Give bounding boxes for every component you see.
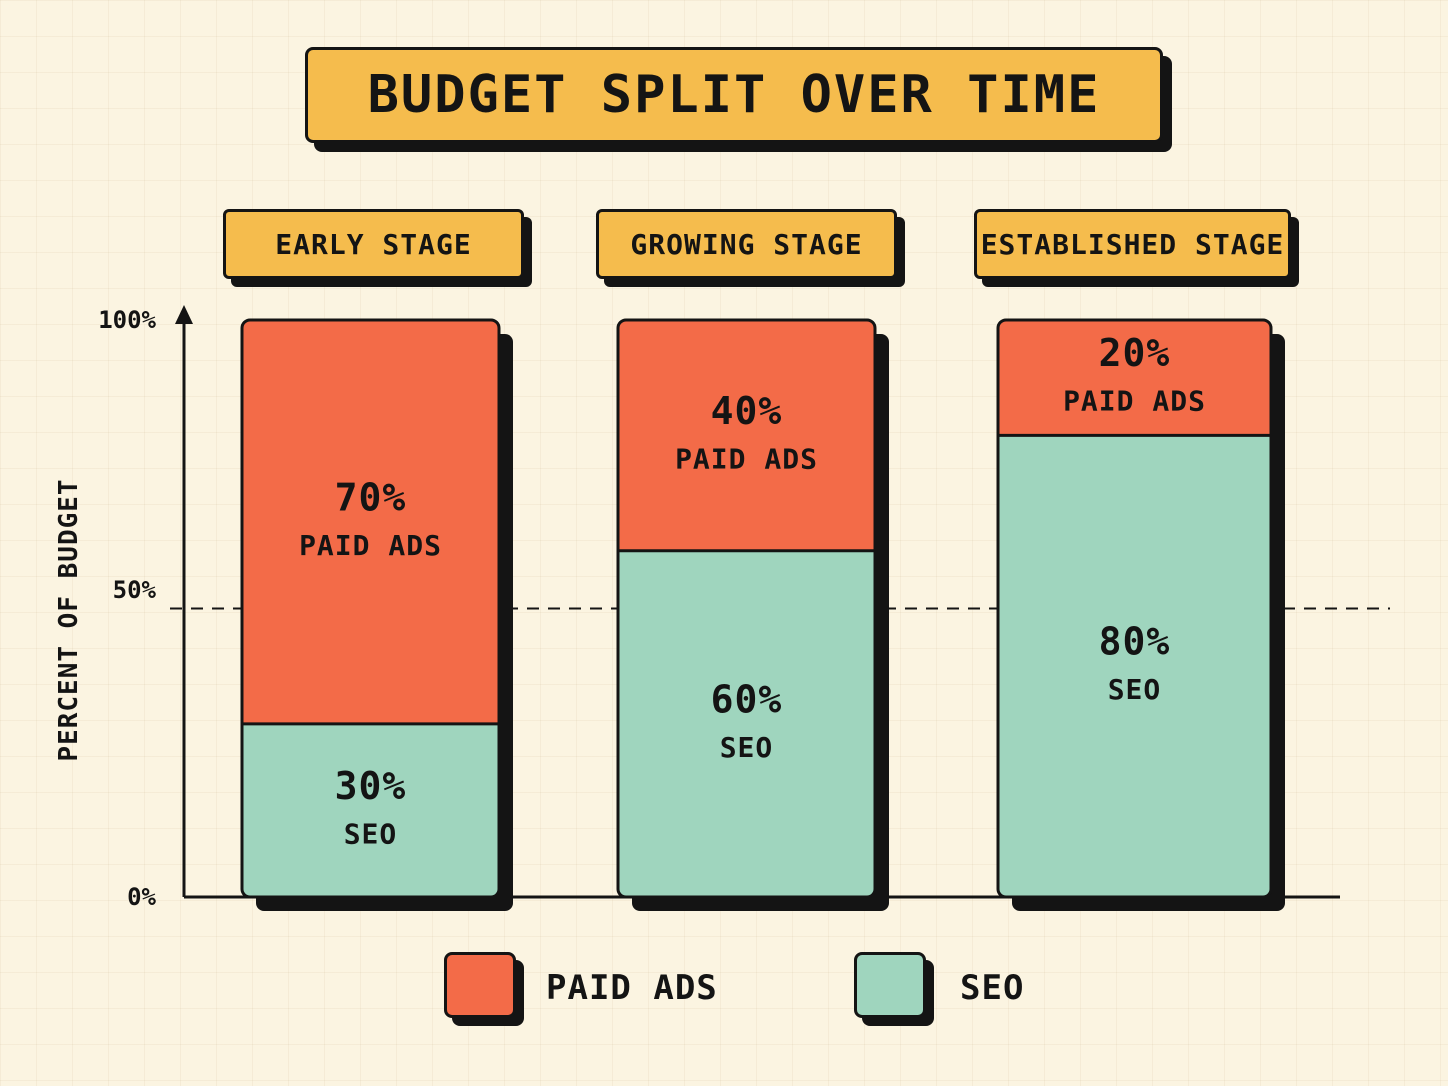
bar-group-early-stage — [242, 320, 499, 897]
data-label-seo-established-stage: 80% — [1099, 620, 1171, 664]
data-label-seo-early-stage: 30% — [335, 764, 407, 808]
data-label-seo-growing-stage: 60% — [711, 677, 783, 721]
bar-seo-early-stage — [242, 724, 499, 897]
data-label-paid-ads-early-stage: 70% — [335, 475, 407, 519]
bar-paid-ads-growing-stage — [618, 320, 875, 551]
bar-seo-established-stage — [998, 435, 1271, 897]
y-axis-arrow — [175, 305, 193, 324]
legend-label-seo: SEO — [960, 968, 1024, 1008]
segment-name-seo-established-stage: SEO — [1108, 673, 1162, 706]
segment-name-paid-ads-early-stage: PAID ADS — [299, 529, 442, 562]
bar-seo-growing-stage — [618, 551, 875, 897]
legend-swatch-seo — [854, 952, 926, 1018]
bar-paid-ads-early-stage — [242, 320, 499, 724]
legend-swatch-paid-ads — [444, 952, 516, 1018]
segment-name-seo-early-stage: SEO — [344, 817, 398, 850]
legend-label-paid-ads: PAID ADS — [546, 968, 718, 1008]
data-label-paid-ads-growing-stage: 40% — [711, 389, 783, 433]
segment-name-paid-ads-growing-stage: PAID ADS — [675, 442, 818, 475]
segment-name-seo-growing-stage: SEO — [720, 731, 774, 764]
data-label-paid-ads-established-stage: 20% — [1099, 331, 1171, 375]
segment-name-paid-ads-established-stage: PAID ADS — [1063, 385, 1206, 418]
